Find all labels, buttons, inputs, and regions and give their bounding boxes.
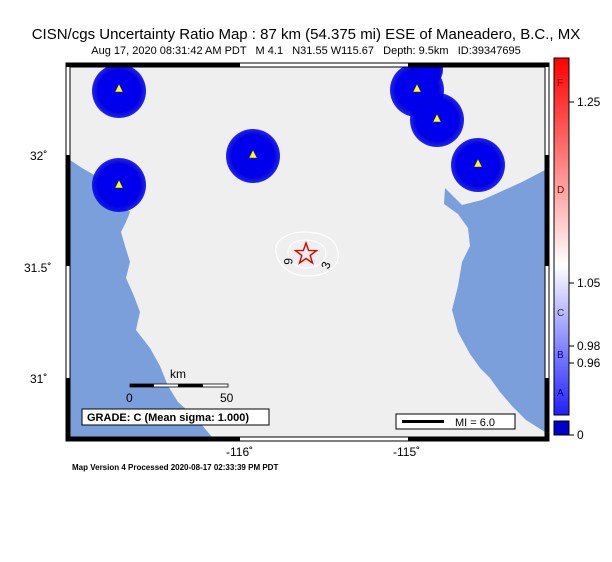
lon-label-115: -115˚ (393, 445, 420, 459)
colorbar-letter-f: F (557, 78, 563, 89)
scale-start: 0 (126, 391, 133, 405)
epicenter-star[interactable] (293, 240, 319, 265)
mi-legend-text: MI = 6.0 (455, 417, 495, 429)
station-marker[interactable] (114, 179, 124, 189)
map-subtitle: Aug 17, 2020 08:31:42 AM PDT M 4.1 N31.5… (91, 45, 521, 57)
mi-legend-line (402, 420, 444, 423)
contour-label-6: 6 (281, 258, 295, 265)
scale-unit: km (170, 367, 186, 381)
gulf-of-california (444, 170, 545, 432)
colorbar-letter-a: A (557, 388, 564, 399)
colorbar-value-1-05: 1.05 (577, 276, 601, 290)
grade-box (81, 408, 270, 426)
lat-label-32: 32˚ (30, 149, 47, 163)
map-title: CISN/cgs Uncertainty Ratio Map : 87 km (… (31, 26, 581, 43)
station-marker[interactable] (114, 83, 124, 93)
lon-label-116: -116˚ (226, 445, 253, 459)
lat-label-31: 31˚ (30, 372, 47, 386)
colorbar-letter-b: B (557, 350, 564, 361)
colorbar-value-0-98: 0.98 (577, 339, 601, 353)
station-blob (411, 67, 443, 86)
contour-inner (287, 239, 327, 269)
map-area[interactable]: 6 3 km 0 50 GRADE: C (Mean sigma: 1.000)… (70, 54, 545, 437)
colorbar-letter-c: C (557, 308, 564, 319)
map-frame (65, 62, 550, 442)
contour-outer (275, 231, 339, 277)
colorbar-low-swatch (553, 420, 570, 436)
station-marker[interactable] (412, 83, 422, 93)
lat-label-31-5: 31.5˚ (24, 261, 51, 275)
colorbar-value-0-96: 0.96 (577, 356, 601, 370)
grade-text: GRADE: C (Mean sigma: 1.000) (87, 412, 249, 424)
map-footer: Map Version 4 Processed 2020-08-17 02:33… (72, 463, 279, 472)
coast-inlet (117, 254, 123, 266)
station-blob (92, 67, 146, 118)
station-marker[interactable] (248, 149, 258, 159)
scale-bar (129, 383, 229, 388)
colorbar-value-0: 0 (577, 428, 584, 442)
station-marker[interactable] (432, 113, 442, 123)
contour-label-3: 3 (318, 259, 334, 270)
color-bar (553, 57, 574, 436)
scale-end: 50 (220, 391, 234, 405)
colorbar-value-1-25: 1.25 (577, 95, 601, 109)
pacific-ocean (70, 160, 212, 437)
mi-legend-box (395, 413, 516, 430)
station-marker[interactable] (473, 158, 483, 168)
colorbar-letter-d: D (557, 185, 564, 196)
